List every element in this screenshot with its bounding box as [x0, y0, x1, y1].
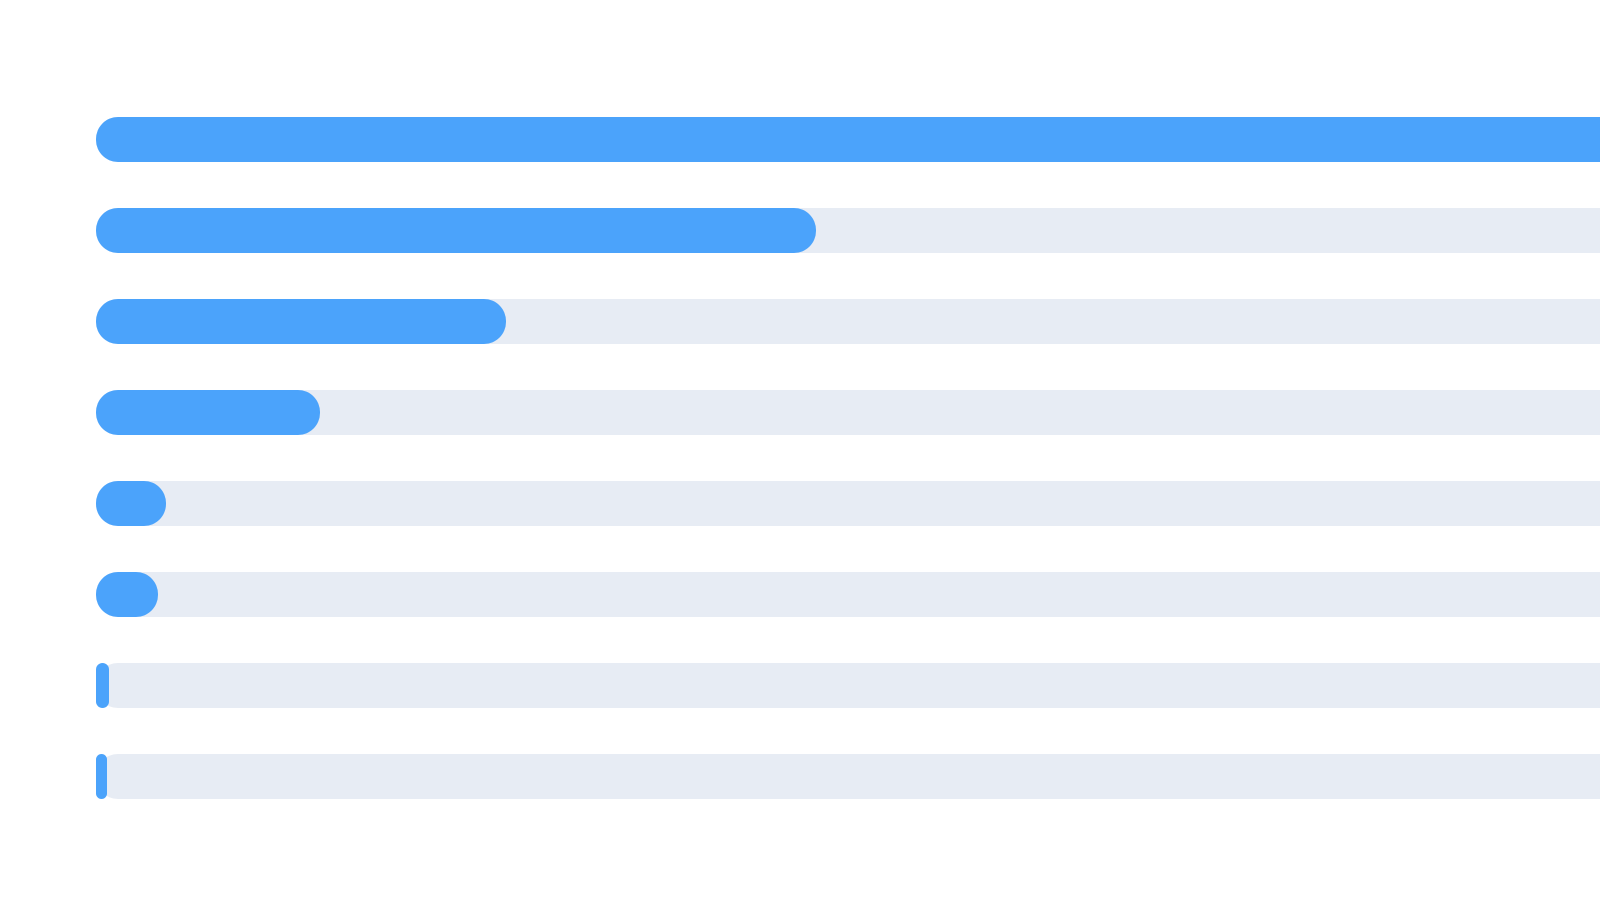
- bar-track: [96, 572, 1600, 617]
- bar-fill: [96, 754, 107, 799]
- bar-row: [96, 481, 1600, 526]
- bar-track: [96, 390, 1600, 435]
- bar-row: [96, 754, 1600, 799]
- bar-track: [96, 663, 1600, 708]
- bar-fill: [96, 390, 320, 435]
- bar-row: [96, 299, 1600, 344]
- bar-row: [96, 663, 1600, 708]
- bar-fill: [96, 663, 109, 708]
- bar-row: [96, 208, 1600, 253]
- bar-fill: [96, 481, 166, 526]
- bar-fill: [96, 117, 1600, 162]
- bar-row: [96, 117, 1600, 162]
- bar-track: [96, 754, 1600, 799]
- bar-track: [96, 481, 1600, 526]
- bar-row: [96, 390, 1600, 435]
- bar-row: [96, 572, 1600, 617]
- bar-fill: [96, 208, 816, 253]
- bar-fill: [96, 299, 506, 344]
- bar-fill: [96, 572, 158, 617]
